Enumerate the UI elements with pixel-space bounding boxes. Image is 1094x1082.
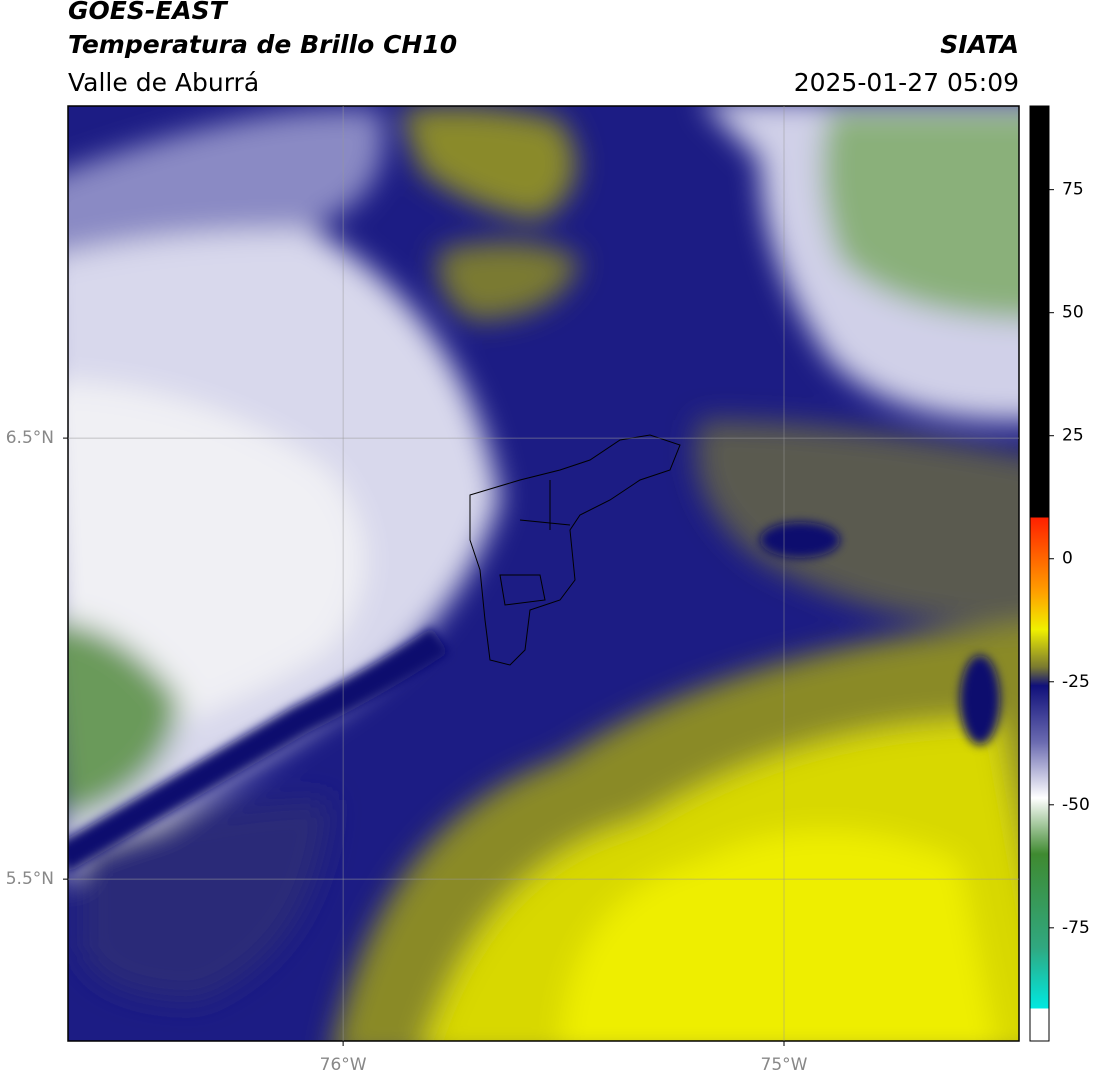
source: SIATA [940,30,1019,59]
colorbar [1029,105,1050,1042]
colorbar-tick-label: -50 [1062,795,1090,815]
subtitle: Temperatura de Brillo CH10 [68,30,457,59]
datetime: 2025-01-27 05:09 [794,68,1019,97]
colorbar-tick-label: -25 [1062,672,1090,692]
region: Valle de Aburrá [68,68,259,97]
x-tick-label: 76°W [320,1055,367,1075]
map-frame [67,105,1020,1042]
y-tick-label: 5.5°N [6,869,54,889]
colorbar-tick-label: 0 [1062,549,1073,569]
colorbar-tick-label: 50 [1062,303,1084,323]
imagery [68,106,1019,1041]
colorbar-tick-label: 25 [1062,426,1084,446]
colorbar-tick-label: -75 [1062,918,1090,938]
y-tick-label: 6.5°N [6,428,54,448]
title: GOES-EAST [68,0,229,25]
colorbar-tick-label: 75 [1062,180,1084,200]
x-tick-label: 75°W [761,1055,808,1075]
